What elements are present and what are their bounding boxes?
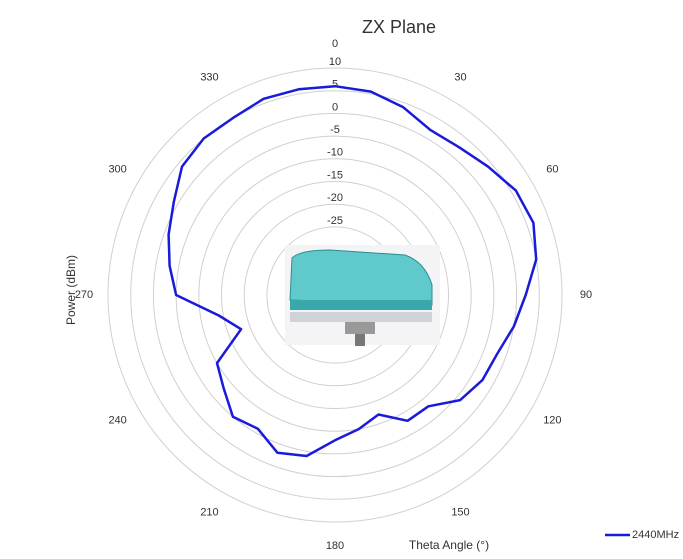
theta-tick-label: 0 (332, 38, 338, 50)
r-tick-label: -15 (327, 169, 343, 181)
r-tick-label: -5 (330, 124, 340, 136)
theta-tick-label: 180 (326, 540, 344, 552)
r-tick-label: -20 (327, 192, 343, 204)
theta-tick-label: 240 (108, 414, 126, 426)
theta-tick-label: 30 (454, 72, 466, 84)
grid-ring (107, 67, 563, 523)
r-axis-label: Power (dBm) (64, 255, 78, 325)
r-tick-label: 10 (329, 56, 341, 68)
grid-ring (221, 181, 449, 409)
theta-tick-label: 60 (546, 163, 558, 175)
grid: 10 5 0 -5 -10 -15 -20 -25 0 30 60 90 120 150 180 210 240… (75, 38, 592, 552)
r-tick-label: -10 (327, 147, 343, 159)
r-tick-label: -25 (327, 215, 343, 227)
grid-ring (198, 158, 472, 432)
chart-title: ZX Plane (362, 17, 436, 37)
antenna-image (285, 245, 440, 346)
theta-tick-label: 210 (200, 506, 218, 518)
theta-axis-label: Theta Angle (°) (409, 538, 489, 552)
r-tick-label: 5 (332, 79, 338, 91)
legend-label: 2440MHz (632, 529, 679, 541)
theta-tick-label: 120 (543, 414, 561, 426)
theta-tick-label: 330 (200, 72, 218, 84)
theta-tick-label: 150 (451, 506, 469, 518)
r-tick-label: 0 (332, 101, 338, 113)
plot: 2440MHz (167, 84, 679, 541)
theta-tick-label: 90 (580, 289, 592, 301)
theta-tick-label: 270 (75, 289, 93, 301)
grid-ring (130, 90, 540, 500)
series-line (167, 84, 538, 458)
theta-tick-label: 300 (108, 163, 126, 175)
grid-ring (152, 112, 518, 478)
